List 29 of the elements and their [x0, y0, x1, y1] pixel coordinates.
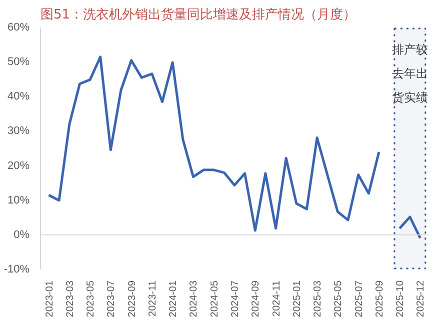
- x-tick-label: 2023-01: [44, 280, 56, 318]
- x-tick-label: 2024-11: [271, 280, 282, 316]
- x-tick-label: 2024-05: [209, 280, 220, 318]
- x-tick-label: 2024-01: [168, 280, 180, 318]
- x-tick-label: 2023-07: [106, 280, 118, 318]
- x-tick-label: 2023-11: [147, 280, 158, 316]
- y-tick-label: 60%: [7, 22, 30, 34]
- x-tick-label: 2025-07: [354, 280, 365, 318]
- y-tick-label: 0%: [14, 228, 30, 241]
- x-tick-label: 2025-12: [416, 280, 427, 318]
- y-tick-label: 20%: [7, 160, 30, 172]
- x-tick-label: 2024-07: [230, 280, 241, 318]
- x-tick-label: 2025-01: [292, 280, 303, 318]
- x-tick-label: 2025-03: [312, 280, 324, 318]
- y-tick-label: 40%: [7, 90, 30, 103]
- y-tick-label: 30%: [7, 125, 30, 138]
- x-tick-label: 2025-09: [374, 280, 386, 318]
- x-tick-label: 2025-10: [395, 280, 406, 318]
- x-tick-label: 2023-03: [64, 280, 76, 318]
- y-tick-label: 50%: [7, 56, 30, 68]
- x-tick-label: 2025-05: [333, 280, 344, 318]
- band-label: 排产较去年出货实绩: [392, 42, 428, 105]
- x-tick-label: 2024-03: [188, 280, 200, 318]
- y-tick-label: 10%: [7, 194, 30, 206]
- x-tick-label: 2023-05: [86, 280, 97, 318]
- chart-title: 图51：洗衣机外销出货量同比增速及排产情况（月度）: [40, 6, 356, 22]
- x-tick-label: 2023-09: [126, 280, 138, 318]
- y-tick-label: -10%: [4, 264, 30, 276]
- x-tick-label: 2024-09: [250, 280, 262, 318]
